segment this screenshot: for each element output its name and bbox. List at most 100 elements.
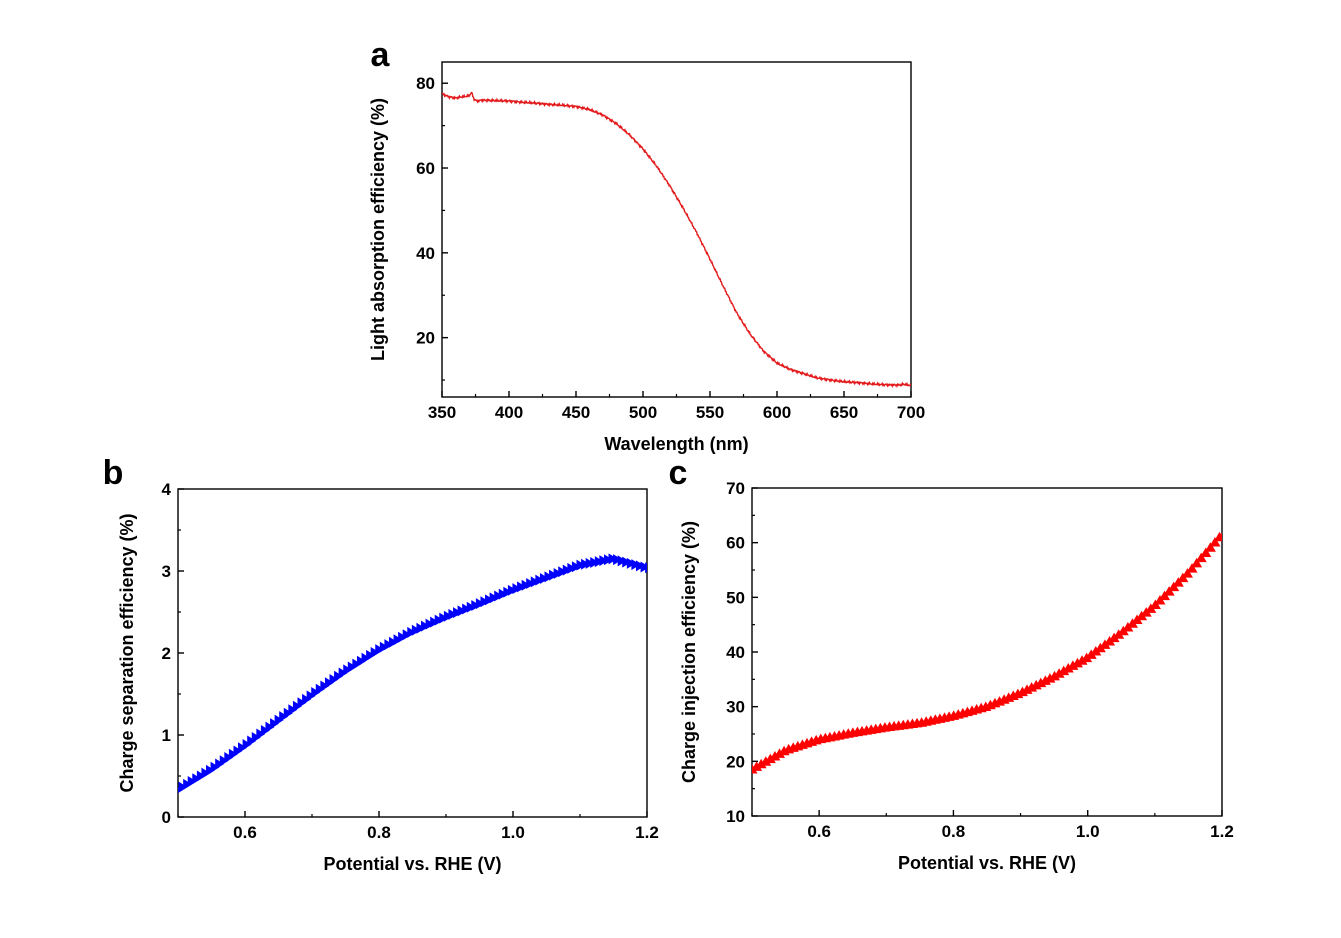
plot-frame <box>751 487 1223 817</box>
data-point <box>265 721 275 733</box>
data-point <box>453 607 463 619</box>
data-point <box>315 683 325 695</box>
data-point <box>635 560 645 572</box>
data-point <box>764 753 776 764</box>
data-point <box>498 588 508 600</box>
data-point <box>242 738 252 750</box>
y-tick-label: 60 <box>726 534 745 553</box>
data-point <box>755 758 767 769</box>
data-point <box>384 639 394 651</box>
data-point <box>457 605 467 617</box>
data-point <box>1204 542 1216 552</box>
plot-frame <box>441 61 912 398</box>
data-point <box>645 562 647 574</box>
data-point <box>439 612 449 624</box>
data-point <box>352 658 362 670</box>
data-point <box>1071 657 1083 668</box>
x-axis-label: Wavelength (nm) <box>604 434 748 454</box>
x-tick-label: 650 <box>830 403 858 422</box>
chart-panel-a: 350 400 450 500 550 600 650 700 20 40 60 80 Waveleng… <box>368 36 925 454</box>
data-point <box>192 773 202 785</box>
y-tick-label: 40 <box>726 643 745 662</box>
y-tick-label: 50 <box>726 588 745 607</box>
data-point <box>183 778 193 790</box>
data-point <box>571 561 581 573</box>
data-point <box>1067 660 1079 670</box>
data-point <box>430 616 440 628</box>
panel-label: c <box>669 454 688 492</box>
data-point <box>356 655 366 667</box>
data-point <box>178 781 188 793</box>
y-tick-label: 30 <box>726 698 745 717</box>
data-layer <box>752 531 1222 774</box>
data-point <box>338 667 348 679</box>
x-tick-label: 500 <box>629 403 657 422</box>
data-point <box>503 586 513 598</box>
data-point <box>270 718 280 730</box>
data-point <box>1181 568 1193 578</box>
x-tick-label: 0.6 <box>233 823 257 842</box>
data-point <box>1062 663 1074 673</box>
x-tick-label: 550 <box>696 403 724 422</box>
x-axis-label: Potential vs. RHE (V) <box>898 853 1076 873</box>
data-point <box>306 690 316 702</box>
data-point <box>613 554 623 566</box>
data-point <box>774 748 786 758</box>
data-point <box>521 579 531 591</box>
data-point <box>238 742 248 754</box>
data-point <box>187 776 197 788</box>
x-axis-label: Potential vs. RHE (V) <box>323 854 501 874</box>
data-point <box>576 559 586 571</box>
y-tick-label: 70 <box>726 479 745 498</box>
data-point <box>1214 531 1222 542</box>
data-point <box>626 557 636 569</box>
data-point <box>507 584 517 596</box>
x-tick-label: 1.2 <box>635 823 659 842</box>
y-tick-label: 2 <box>162 644 171 663</box>
data-point <box>1209 536 1221 547</box>
data-point <box>1186 563 1198 573</box>
data-point <box>256 728 266 740</box>
y-axis-label: Charge separation efficiency (%) <box>117 513 137 792</box>
data-point <box>517 581 527 593</box>
data-point <box>526 578 536 590</box>
data-point <box>247 735 257 747</box>
y-axis-label: Charge injection efficiency (%) <box>679 521 699 783</box>
data-point <box>402 629 412 641</box>
x-tick-label: 700 <box>897 403 925 422</box>
chart-panel-c: 0.6 0.8 1.0 1.2 10 20 30 40 50 60 70 Potential vs. … <box>669 454 1234 873</box>
data-point <box>324 677 334 689</box>
data-point <box>292 700 302 712</box>
data-point <box>535 574 545 586</box>
data-point <box>549 569 559 581</box>
x-tick-label: 0.8 <box>942 822 966 841</box>
data-point <box>411 624 421 636</box>
data-point <box>769 750 781 761</box>
data-point <box>210 761 220 773</box>
x-tick-label: 0.6 <box>807 822 831 841</box>
data-point <box>530 576 540 588</box>
data-point <box>485 594 495 606</box>
data-point <box>1218 532 1222 539</box>
x-tick-label: 400 <box>495 403 523 422</box>
data-layer <box>178 553 647 793</box>
data-point <box>219 755 229 767</box>
data-point <box>594 556 604 568</box>
data-point <box>599 555 609 567</box>
data-point <box>585 557 595 569</box>
data-point <box>1058 665 1070 676</box>
y-tick-label: 20 <box>726 752 745 771</box>
data-point <box>420 620 430 632</box>
data-point <box>416 622 426 634</box>
data-point <box>590 556 600 568</box>
data-point <box>297 697 307 709</box>
data-point <box>567 562 577 574</box>
data-point <box>228 748 238 760</box>
x-tick-label: 1.0 <box>1076 822 1100 841</box>
data-point <box>388 636 398 648</box>
panel-label: a <box>371 36 391 74</box>
data-point <box>1076 655 1088 665</box>
data-point <box>462 603 472 615</box>
data-point <box>334 670 344 682</box>
